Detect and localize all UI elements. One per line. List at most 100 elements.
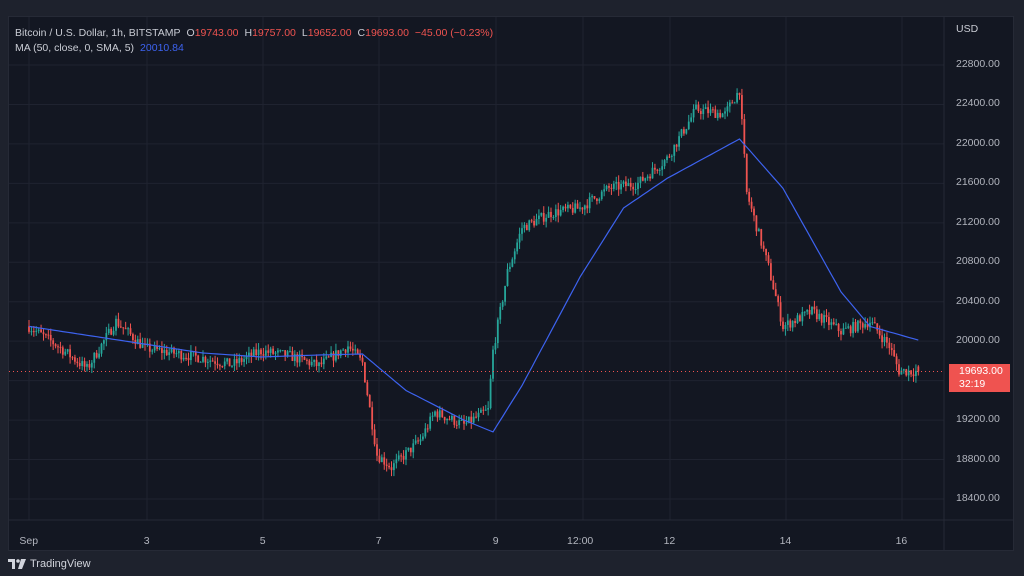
candle-body xyxy=(211,360,214,362)
bar-countdown: 32:19 xyxy=(959,378,986,390)
candle-body xyxy=(310,361,313,366)
candle-body xyxy=(840,331,842,335)
candle-body xyxy=(71,357,74,359)
candle-body xyxy=(359,354,361,358)
candle-body xyxy=(511,259,514,267)
candle-body xyxy=(434,411,436,416)
candle-body xyxy=(857,320,859,332)
candle-body xyxy=(842,328,845,335)
candle-body xyxy=(861,323,864,328)
candle-body xyxy=(871,322,874,324)
candle-body xyxy=(625,181,627,187)
candle-body xyxy=(666,156,668,161)
candle-body xyxy=(719,112,722,118)
candle-body xyxy=(518,233,521,243)
candle-body xyxy=(458,420,461,426)
candle-body xyxy=(484,409,487,411)
chart-panel[interactable] xyxy=(8,16,1014,551)
candle-body xyxy=(54,344,57,347)
candle-body xyxy=(335,350,337,361)
candle-body xyxy=(477,412,480,418)
candle-body xyxy=(801,311,804,322)
candle-body xyxy=(550,211,552,218)
candle-body xyxy=(245,356,248,360)
candle-body xyxy=(873,322,876,324)
candle-body xyxy=(627,182,630,187)
candle-body xyxy=(250,352,253,357)
candle-body xyxy=(475,416,477,418)
candle-body xyxy=(257,349,260,356)
candle-body xyxy=(238,358,241,364)
candle-body xyxy=(110,328,113,335)
candle-body xyxy=(772,280,775,290)
candle-body xyxy=(151,350,154,352)
candle-body xyxy=(678,136,680,147)
candle-body xyxy=(530,220,533,222)
candle-body xyxy=(603,189,606,192)
time-tick-label: 7 xyxy=(375,535,382,547)
candle-body xyxy=(562,206,564,211)
price-tick-label: 19200.00 xyxy=(956,413,1000,426)
candle-body xyxy=(893,350,896,357)
candle-body xyxy=(93,352,96,363)
candle-body xyxy=(895,356,898,365)
candle-body xyxy=(576,203,579,209)
candle-body xyxy=(129,328,132,335)
symbol-title[interactable]: Bitcoin / U.S. Dollar, 1h, BITSTAMP xyxy=(15,27,181,39)
time-tick-label: 5 xyxy=(259,535,266,547)
candle-body xyxy=(743,119,746,154)
candle-body xyxy=(438,410,441,418)
candle-body xyxy=(231,365,233,367)
candle-body xyxy=(649,176,651,179)
candle-body xyxy=(852,321,854,334)
candle-body xyxy=(806,309,809,312)
candle-body xyxy=(538,215,540,220)
tradingview-logo-icon xyxy=(8,559,26,569)
ma-indicator-label[interactable]: MA (50, close, 0, SMA, 5) xyxy=(15,42,135,54)
candle-body xyxy=(687,121,690,130)
candle-body xyxy=(492,349,494,379)
candle-body xyxy=(685,129,688,134)
tradingview-logo[interactable]: TradingView xyxy=(8,558,91,570)
candle-body xyxy=(240,358,243,362)
candle-body xyxy=(342,349,345,351)
candle-body xyxy=(770,263,772,281)
candle-body xyxy=(103,340,105,344)
candle-body xyxy=(337,350,340,356)
candle-body xyxy=(122,327,125,329)
candle-body xyxy=(351,348,354,351)
candle-body xyxy=(547,211,550,218)
price-tick-label: 21200.00 xyxy=(956,215,1000,228)
candle-body xyxy=(235,359,238,364)
candle-body xyxy=(52,340,55,345)
candle-body xyxy=(796,315,799,324)
candle-body xyxy=(738,92,741,96)
candle-body xyxy=(828,316,830,325)
candle-body xyxy=(777,296,780,303)
candle-body xyxy=(248,352,250,357)
candle-body xyxy=(35,330,38,332)
candle-body xyxy=(767,255,770,264)
candle-body xyxy=(165,349,168,356)
candle-body xyxy=(136,339,139,345)
candle-body xyxy=(37,329,40,331)
candle-body xyxy=(134,339,137,345)
candle-body xyxy=(596,198,598,201)
candle-body xyxy=(620,183,622,190)
candle-body xyxy=(610,187,613,189)
candle-body xyxy=(400,455,403,457)
candle-body xyxy=(175,353,178,355)
ohlc-low: L19652.00 xyxy=(301,27,352,39)
candle-body xyxy=(426,428,429,430)
currency-label[interactable]: USD xyxy=(956,23,979,35)
candle-body xyxy=(617,181,620,190)
candle-body xyxy=(252,349,255,357)
candle-body xyxy=(849,326,852,334)
candle-body xyxy=(347,346,349,353)
candle-body xyxy=(525,224,528,231)
moving-average-line xyxy=(28,138,919,433)
candle-body xyxy=(141,343,144,348)
candle-body xyxy=(194,351,197,356)
candle-body xyxy=(639,176,642,183)
